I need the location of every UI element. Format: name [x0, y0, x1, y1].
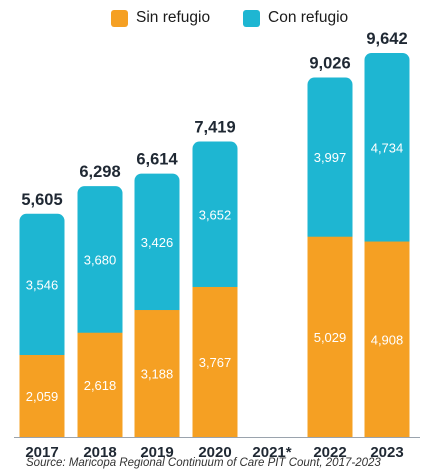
data-label-total: 7,419 — [194, 119, 235, 137]
bar-segment-sin-refugio — [192, 286, 238, 437]
data-label-con-refugio: 3,997 — [314, 150, 347, 165]
data-label-sin-refugio: 2,618 — [84, 378, 117, 393]
legend-swatch-con-refugio — [243, 9, 260, 27]
legend-item-sin-refugio: Sin refugio — [111, 9, 210, 27]
data-label-total: 6,298 — [79, 163, 120, 181]
x-tick-label: 2022 — [313, 444, 346, 461]
data-label-total: 5,605 — [21, 191, 62, 209]
data-label-sin-refugio: 3,188 — [141, 367, 174, 382]
x-tick-label: 2019 — [140, 444, 173, 461]
x-tick-label: 2017 — [25, 444, 58, 461]
legend-item-con-refugio: Con refugio — [243, 9, 348, 27]
bar-segment-sin-refugio — [364, 241, 410, 437]
data-label-sin-refugio: 4,908 — [371, 332, 404, 347]
data-label-total: 9,026 — [309, 55, 350, 73]
bar-segment-sin-refugio — [307, 236, 353, 437]
data-label-sin-refugio: 2,059 — [26, 389, 59, 404]
data-label-total: 9,642 — [366, 30, 407, 48]
data-label-con-refugio: 3,546 — [26, 277, 59, 292]
source-note: Source: Maricopa Regional Continuum of C… — [26, 457, 381, 469]
bar-segment-sin-refugio — [134, 310, 180, 437]
legend-label-con-refugio: Con refugio — [268, 9, 349, 26]
x-tick-label: 2018 — [83, 444, 116, 461]
data-label-con-refugio: 4,734 — [371, 140, 404, 155]
x-tick-label: 2020 — [198, 444, 231, 461]
data-label-sin-refugio: 5,029 — [314, 330, 347, 345]
data-label-total: 6,614 — [136, 151, 178, 169]
data-label-con-refugio: 3,652 — [199, 207, 232, 222]
legend: Sin refugio Con refugio — [0, 9, 431, 31]
x-tick-label: 2021* — [252, 444, 291, 461]
x-tick-label: 2023 — [370, 444, 403, 461]
legend-label-sin-refugio: Sin refugio — [136, 9, 211, 26]
data-label-con-refugio: 3,680 — [84, 252, 117, 267]
data-label-con-refugio: 3,426 — [141, 235, 174, 250]
bar-segment-sin-refugio — [77, 332, 123, 437]
bar-segment-sin-refugio — [19, 354, 65, 437]
legend-swatch-sin-refugio — [111, 9, 128, 27]
data-label-sin-refugio: 3,767 — [199, 355, 232, 370]
